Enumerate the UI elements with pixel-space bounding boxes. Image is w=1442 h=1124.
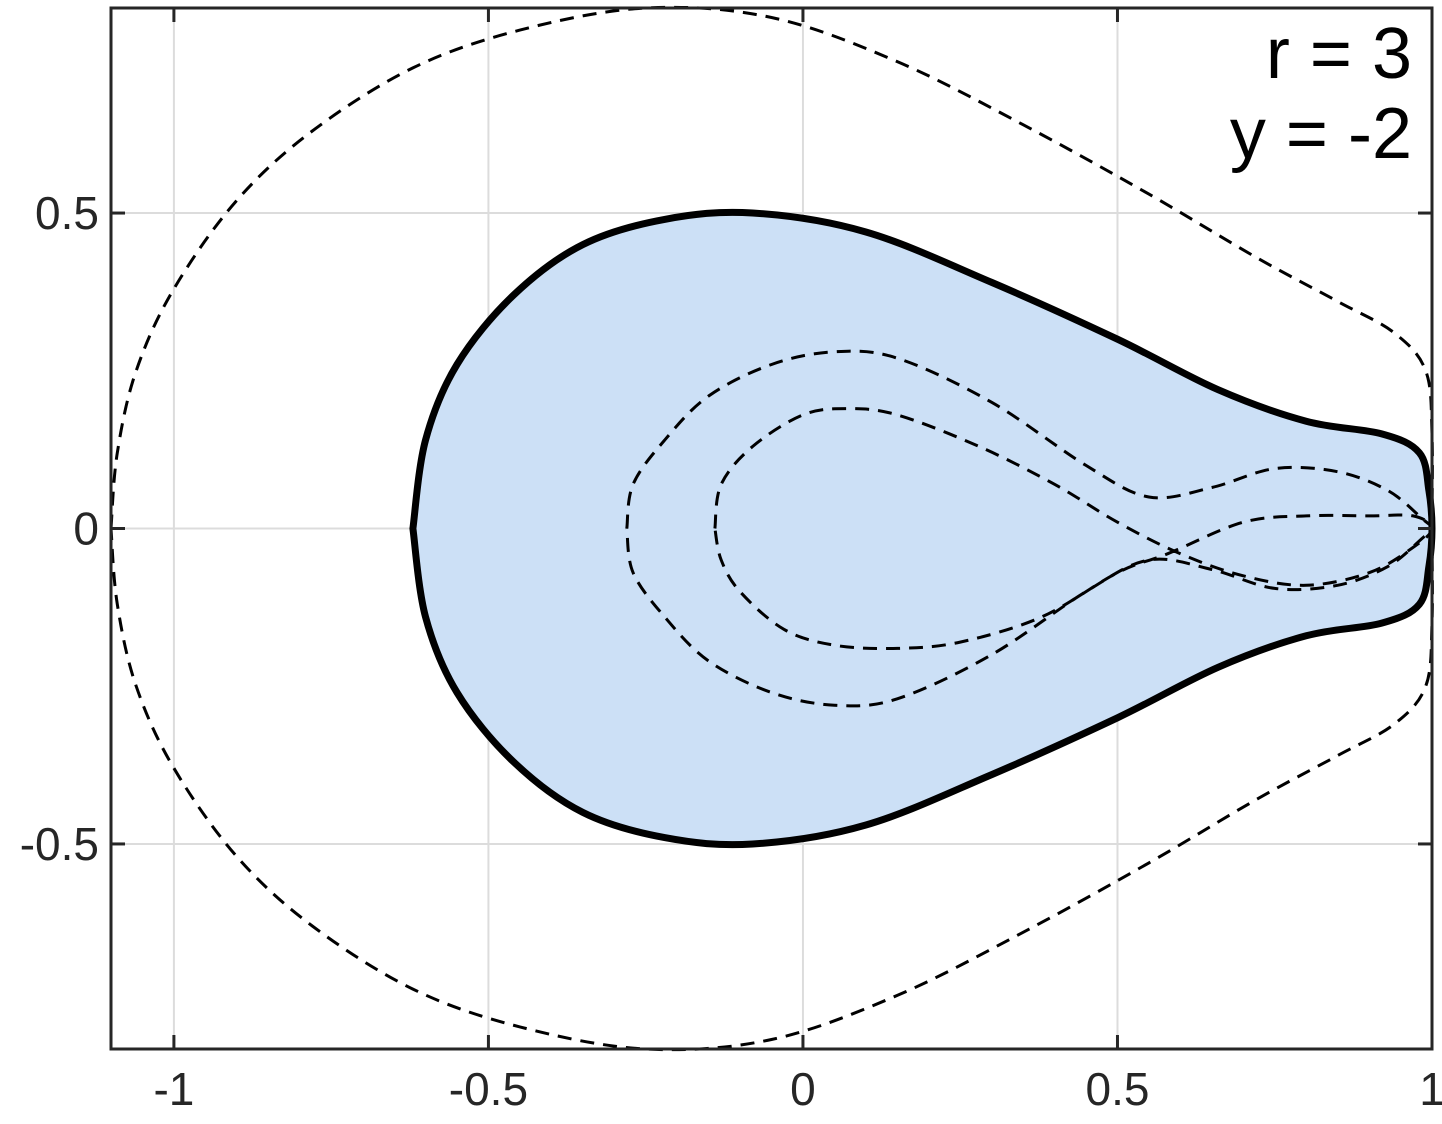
y-tick-label: -0.5 (20, 818, 99, 870)
x-tick-label: 0.5 (1085, 1063, 1149, 1115)
x-tick-label: -1 (153, 1063, 194, 1115)
x-tick-label: 1 (1419, 1063, 1442, 1115)
x-tick-label: -0.5 (449, 1063, 528, 1115)
y-tick-label: 0 (73, 503, 99, 555)
ticks: -1 -0.5 0 0.5 1 -0.5 0 0.5 (20, 8, 1442, 1115)
dashed-contour-1 (109, 5, 1434, 1052)
annotation-r: r = 3 (1266, 14, 1412, 94)
x-tick-label: 0 (790, 1063, 816, 1115)
y-tick-label: 0.5 (35, 187, 99, 239)
annotation-y: y = -2 (1230, 94, 1412, 174)
filled-region-boundary (409, 208, 1436, 849)
